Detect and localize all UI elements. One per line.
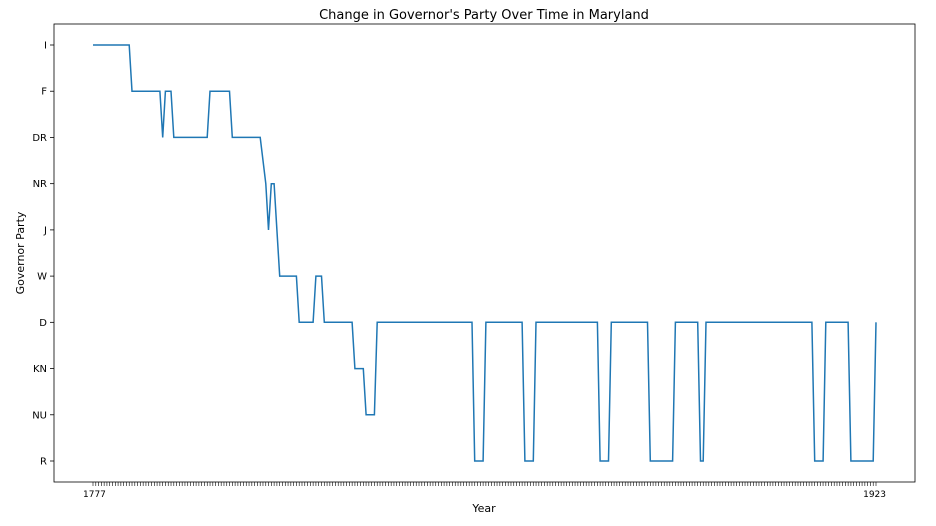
y-tick-label: I [44, 41, 47, 52]
y-tick-label: R [40, 457, 47, 468]
y-tick-label: NR [33, 179, 47, 190]
y-tick-label: J [43, 225, 47, 236]
chart-title: Change in Governor's Party Over Time in … [319, 8, 649, 23]
y-tick-label: NU [32, 410, 47, 421]
y-axis-label: Governor Party [14, 211, 27, 294]
y-tick-label: KN [33, 364, 47, 375]
series-layer [93, 44, 877, 462]
x-axis-label: Year [471, 502, 496, 515]
x-axis: 1777 1923 [83, 482, 886, 500]
y-axis: R NU KN D W J NR DR F I [32, 41, 54, 468]
y-tick-label: DR [32, 133, 47, 144]
y-tick-label: D [39, 318, 47, 329]
x-tick-label: 1923 [863, 490, 886, 500]
x-tick-label: 1777 [83, 490, 106, 500]
series-line [93, 44, 877, 462]
y-tick-label: W [37, 272, 47, 283]
y-tick-label: F [41, 87, 47, 98]
plot-area-frame [53, 23, 916, 483]
